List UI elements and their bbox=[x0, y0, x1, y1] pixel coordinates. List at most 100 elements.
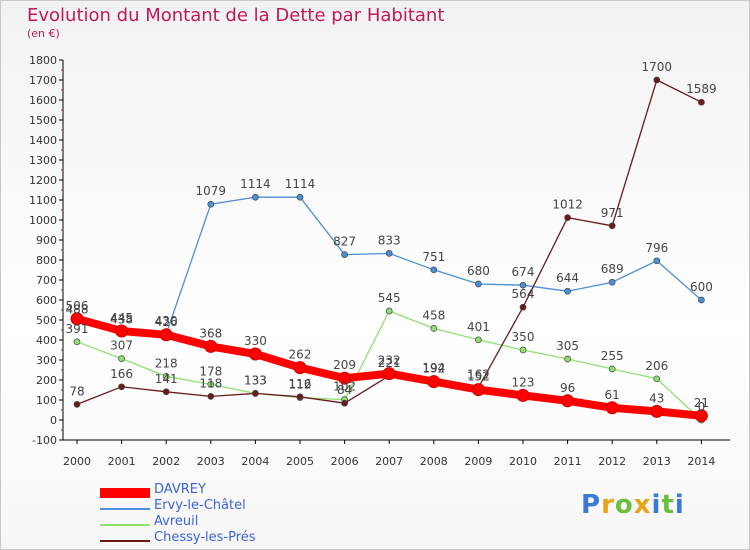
y-tick-label: 1600 bbox=[29, 94, 57, 107]
data-point bbox=[118, 355, 125, 362]
data-point bbox=[248, 347, 262, 361]
legend-label: DAVREY bbox=[154, 482, 206, 497]
y-tick-label: 300 bbox=[36, 354, 57, 367]
x-tick-label: 2014 bbox=[687, 455, 715, 468]
data-point bbox=[698, 296, 705, 304]
data-label: 751 bbox=[422, 250, 445, 264]
x-tick-label: 2012 bbox=[598, 455, 626, 468]
data-point bbox=[162, 373, 170, 380]
x-tick-label: 2007 bbox=[375, 455, 403, 468]
legend-swatch bbox=[100, 508, 150, 510]
data-label: 78 bbox=[69, 384, 84, 398]
x-tick-label: 2013 bbox=[643, 455, 671, 468]
data-label: 178 bbox=[199, 364, 222, 378]
data-label: 162 bbox=[467, 368, 490, 382]
y-tick-label: 500 bbox=[36, 314, 57, 327]
data-label: 21 bbox=[694, 396, 709, 410]
data-point bbox=[698, 98, 705, 106]
data-label: 141 bbox=[155, 372, 178, 386]
data-point bbox=[430, 325, 438, 332]
data-label: 545 bbox=[378, 291, 401, 305]
data-label: 1114 bbox=[285, 177, 316, 191]
data-point bbox=[70, 312, 84, 326]
data-label: 112 bbox=[289, 378, 312, 392]
data-label: 152 bbox=[467, 370, 490, 384]
data-point bbox=[341, 251, 348, 258]
data-label: 133 bbox=[244, 373, 267, 387]
y-tick-label: 1800 bbox=[29, 54, 57, 67]
data-point bbox=[564, 214, 571, 221]
data-point bbox=[162, 388, 170, 396]
data-point bbox=[471, 383, 485, 397]
data-label: 330 bbox=[244, 334, 267, 348]
data-point bbox=[207, 393, 215, 400]
y-tick-label: 900 bbox=[36, 234, 57, 247]
chart-unit: (en €) bbox=[27, 27, 60, 40]
legend-label: Ervy-le-Châtel bbox=[154, 498, 246, 513]
data-label: 1114 bbox=[240, 177, 271, 191]
data-label: 391 bbox=[66, 322, 89, 336]
data-point bbox=[207, 200, 215, 208]
x-tick-label: 2004 bbox=[241, 455, 269, 468]
x-tick-label: 2000 bbox=[63, 455, 91, 468]
proxiti-logo: Proxiti bbox=[581, 490, 685, 520]
data-point bbox=[207, 381, 215, 388]
data-label: 827 bbox=[333, 235, 356, 249]
data-point bbox=[516, 388, 530, 402]
x-tick-label: 2008 bbox=[420, 455, 448, 468]
data-label: 84 bbox=[337, 383, 352, 397]
data-point bbox=[519, 346, 527, 354]
x-tick-label: 2006 bbox=[331, 455, 359, 468]
y-tick-label: 200 bbox=[36, 374, 57, 387]
legend-label: Chessy-les-Prés bbox=[154, 530, 256, 545]
data-point bbox=[296, 393, 304, 401]
data-label: 644 bbox=[556, 271, 579, 285]
data-label: 133 bbox=[244, 373, 267, 387]
y-tick-label: -100 bbox=[32, 434, 57, 447]
data-point bbox=[650, 404, 664, 418]
legend-swatch bbox=[100, 540, 150, 542]
y-tick-label: 600 bbox=[36, 294, 57, 307]
x-tick-label: 2011 bbox=[554, 455, 582, 468]
data-point bbox=[252, 193, 259, 201]
x-tick-label: 2003 bbox=[197, 455, 225, 468]
data-label: 206 bbox=[645, 359, 668, 373]
y-tick-label: 1100 bbox=[29, 194, 57, 207]
data-label: 123 bbox=[512, 375, 535, 389]
data-point bbox=[519, 281, 527, 289]
data-point bbox=[385, 250, 393, 257]
data-label: 307 bbox=[110, 339, 133, 353]
data-point bbox=[564, 355, 571, 363]
data-point bbox=[73, 338, 81, 346]
y-tick-label: 1500 bbox=[29, 114, 57, 127]
x-tick-label: 2005 bbox=[286, 455, 314, 468]
data-label: 1079 bbox=[196, 184, 227, 198]
data-point bbox=[252, 390, 259, 397]
data-label: 221 bbox=[378, 356, 401, 370]
data-point bbox=[293, 361, 307, 375]
data-point bbox=[430, 266, 438, 274]
y-tick-label: 1400 bbox=[29, 134, 57, 147]
data-point bbox=[608, 222, 616, 230]
data-point bbox=[382, 367, 396, 381]
data-label: 96 bbox=[560, 381, 575, 395]
data-label: 689 bbox=[601, 262, 624, 276]
data-point bbox=[159, 328, 173, 342]
legend-label: Avreuil bbox=[154, 514, 199, 529]
x-tick-label: 2002 bbox=[152, 455, 180, 468]
data-label: 350 bbox=[512, 330, 535, 344]
legend-swatch bbox=[100, 524, 150, 526]
data-label: 194 bbox=[422, 361, 445, 375]
data-label: 506 bbox=[66, 299, 89, 313]
data-label: 209 bbox=[333, 358, 356, 372]
data-point bbox=[115, 324, 129, 338]
data-point bbox=[694, 409, 708, 423]
data-label: 488 bbox=[66, 302, 89, 316]
data-point bbox=[296, 193, 304, 201]
data-point bbox=[653, 257, 661, 265]
y-tick-label: 1200 bbox=[29, 174, 57, 187]
data-point bbox=[427, 375, 441, 389]
y-tick-label: 1700 bbox=[29, 74, 57, 87]
